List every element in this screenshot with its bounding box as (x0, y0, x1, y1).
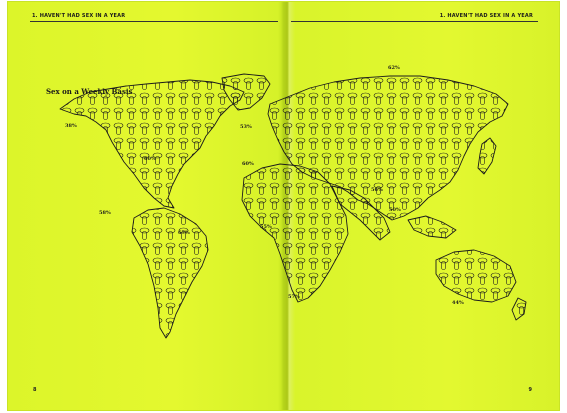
right-header-rule (291, 21, 538, 22)
world-map: 38% 60% 58% 67% 53% 60% 62% 56% 55% 50% … (59, 65, 527, 339)
label-53: 53% (240, 124, 252, 130)
north-america-landmass (59, 79, 245, 209)
label-38: 38% (65, 123, 77, 129)
right-page-number: 9 (528, 387, 532, 393)
map-title: Sex on a Weekly Basis (46, 87, 133, 96)
label-50: 50% (389, 207, 401, 213)
south-asia-landmass (331, 185, 391, 241)
label-44: 44% (452, 300, 464, 306)
left-header-rule (30, 21, 278, 22)
label-67: 67% (178, 230, 190, 236)
left-page-number: 8 (33, 387, 37, 393)
label-57: 57% (288, 294, 300, 300)
greenland-landmass (221, 73, 271, 111)
right-running-head: 1. HAVEN'T HAD SEX IN A YEAR (439, 13, 533, 19)
label-62: 62% (388, 65, 400, 71)
japan-landmass (477, 137, 497, 175)
southeast-asia-islands (407, 215, 457, 239)
left-running-head: 1. HAVEN'T HAD SEX IN A YEAR (32, 13, 126, 19)
label-60-europe: 60% (242, 161, 254, 167)
label-55: 55% (260, 224, 272, 230)
australia-landmass (435, 249, 517, 303)
south-america-landmass (131, 207, 209, 339)
label-58: 58% (99, 210, 111, 216)
new-zealand-landmass (511, 297, 527, 321)
africa-landmass (241, 163, 349, 303)
label-60: 60% (144, 156, 156, 162)
label-56: 56% (371, 187, 383, 193)
magazine-spread: 1. HAVEN'T HAD SEX IN A YEAR 1. HAVEN'T … (8, 2, 559, 410)
